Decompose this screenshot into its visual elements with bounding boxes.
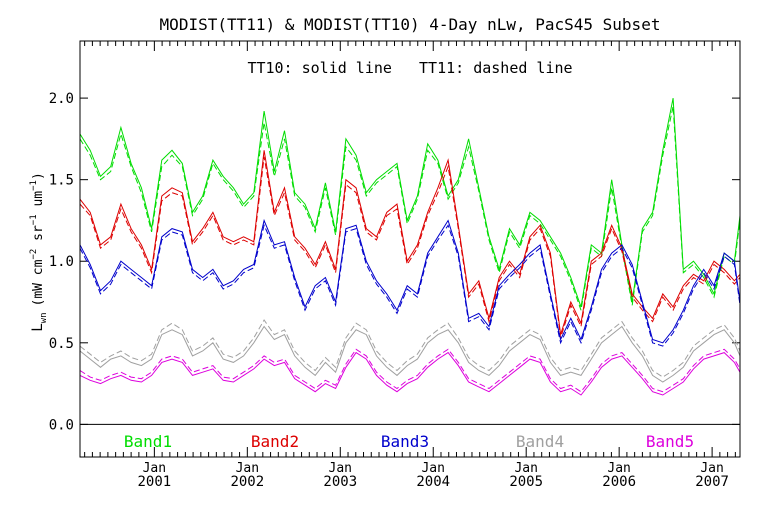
- series-line-tt10-band2: [79, 150, 741, 335]
- x-tick-label-month: Jan: [236, 461, 259, 476]
- y-tick-label: 0.0: [49, 417, 74, 433]
- series-line-tt11-band5: [79, 348, 741, 393]
- y-tick-label: 2.0: [49, 91, 74, 107]
- y-axis-label-um: um: [31, 191, 46, 215]
- x-tick-label-month: Jan: [514, 461, 537, 476]
- y-axis-label-sr: sr: [31, 225, 46, 249]
- x-tick-label-month: Jan: [700, 461, 723, 476]
- y-axis-label-main: L: [30, 323, 46, 331]
- plot-frame: [79, 40, 741, 458]
- legend-item-band3: Band3: [381, 432, 429, 451]
- y-tick-label: 1.5: [49, 173, 74, 189]
- series-line-tt11-band2: [79, 156, 741, 339]
- series-line-tt10-band5: [79, 351, 741, 396]
- y-axis-label-exp3: −1: [29, 180, 39, 191]
- x-tick-label-month: Jan: [329, 461, 352, 476]
- y-axis-label: Lwn(mW cm−2 sr−1 um−1): [29, 172, 49, 332]
- y-axis-label-exp2: −1: [29, 214, 39, 225]
- legend-item-band4: Band4: [516, 432, 564, 451]
- x-tick-label-month: Jan: [607, 461, 630, 476]
- x-tick-label-year: 2006: [602, 474, 636, 490]
- series-line-tt10-band4: [79, 325, 741, 383]
- x-tick-label-year: 2007: [695, 474, 729, 490]
- y-tick-label: 1.0: [49, 254, 74, 270]
- x-tick-label-year: 2005: [509, 474, 543, 490]
- y-axis-label-sub: wn: [39, 313, 49, 324]
- y-axis-label-close: ): [31, 172, 46, 180]
- y-axis-label-unit: (mW cm: [31, 259, 46, 306]
- series-line-tt11-band4: [79, 319, 741, 378]
- legend-item-band1: Band1: [124, 432, 172, 451]
- chart-title: MODIST(TT11) & MODIST(TT10) 4-Day nLw, P…: [160, 15, 661, 34]
- series-line-tt11-band1: [79, 106, 741, 311]
- x-tick-label-year: 2003: [323, 474, 357, 490]
- x-tick-label-year: 2002: [230, 474, 264, 490]
- x-tick-label-year: 2001: [138, 474, 172, 490]
- y-tick-label: 0.5: [49, 336, 74, 352]
- series-line-tt10-band1: [79, 98, 741, 308]
- series-line-tt10-band3: [79, 218, 741, 344]
- legend-item-band5: Band5: [646, 432, 694, 451]
- y-axis-label-exp1: −2: [29, 249, 39, 260]
- series-line-tt11-band3: [79, 223, 741, 347]
- x-tick-label-year: 2004: [416, 474, 450, 490]
- chart-subtitle: TT10: solid line TT11: dashed line: [247, 59, 572, 77]
- x-tick-label-month: Jan: [421, 461, 444, 476]
- x-tick-label-month: Jan: [143, 461, 166, 476]
- plot-area: 0.00.51.01.52.0Jan2001Jan2002Jan2003Jan2…: [49, 41, 741, 490]
- legend-item-band2: Band2: [251, 432, 299, 451]
